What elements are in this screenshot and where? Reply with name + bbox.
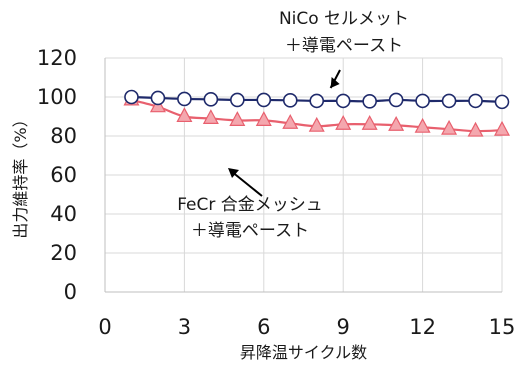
- series-layer: [123, 89, 511, 137]
- y-tick-label: 120: [37, 46, 77, 70]
- fecr-data-point: [493, 120, 511, 136]
- fecr-data-point: [441, 119, 458, 135]
- fecr-data-point: [361, 114, 378, 130]
- nico-data-point: [124, 89, 139, 105]
- fecr-data-point: [202, 109, 219, 124]
- nico-data-point: [177, 91, 192, 107]
- axes: [104, 58, 502, 293]
- x-tick-label: 3: [178, 315, 191, 339]
- tick-labels: 0 20 40 60 80 100 120 0 3 6 9 12 15: [37, 46, 515, 339]
- fecr-data-point: [414, 117, 431, 133]
- nico-data-point: [309, 93, 325, 109]
- fecr-data-point: [255, 111, 272, 126]
- y-axis-title: 出力維持率（%）: [11, 111, 30, 238]
- x-tick-label: 12: [409, 315, 436, 339]
- x-tick-label: 6: [257, 315, 270, 339]
- fecr-data-point: [282, 113, 299, 129]
- fecr-data-point: [176, 107, 193, 123]
- nico-arrow-head: [330, 77, 340, 88]
- fecr-arrow-line: [230, 170, 263, 197]
- fecr-data-point: [229, 111, 246, 126]
- fecr-arrow-head: [228, 168, 239, 178]
- nico-data-point: [230, 92, 245, 108]
- fecr-data-point: [467, 121, 484, 137]
- nico-data-point: [203, 92, 219, 107]
- y-tick-label: 80: [50, 124, 77, 148]
- y-tick-label: 0: [64, 280, 77, 304]
- nico-annotation-line2: ＋導電ペースト: [285, 36, 403, 56]
- nico-data-point: [282, 93, 298, 108]
- x-tick-label: 9: [337, 315, 350, 339]
- annotations: NiCo セルメット ＋導電ペースト FeCr 合金メッシュ ＋導電ペースト: [177, 9, 409, 241]
- x-axis-title: 昇降温サイクル数: [240, 343, 367, 362]
- fecr-annotation-line2: ＋導電ペースト: [191, 221, 309, 241]
- fecr-annotation-line1: FeCr 合金メッシュ: [177, 195, 323, 215]
- y-tick-label: 100: [37, 85, 77, 109]
- nico-data-point: [362, 93, 377, 109]
- y-tick-label: 20: [50, 241, 77, 265]
- nico-data-point: [335, 93, 351, 109]
- grid-lines: [105, 57, 503, 292]
- nico-data-point: [441, 93, 457, 109]
- nico-data-point: [468, 93, 483, 109]
- nico-data-point: [150, 90, 166, 106]
- nico-annotation-line1: NiCo セルメット: [279, 9, 409, 29]
- nico-data-point: [256, 92, 272, 108]
- x-tick-label: 0: [98, 315, 111, 339]
- x-tick-label: 15: [489, 315, 516, 339]
- y-tick-label: 40: [50, 202, 77, 226]
- nico-data-point: [494, 94, 510, 110]
- nico-data-point: [415, 93, 430, 109]
- y-tick-label: 60: [50, 163, 77, 187]
- fecr-data-point: [335, 114, 352, 130]
- fecr-data-point: [308, 116, 325, 132]
- nico-data-point: [388, 92, 404, 108]
- fecr-data-point: [388, 115, 405, 131]
